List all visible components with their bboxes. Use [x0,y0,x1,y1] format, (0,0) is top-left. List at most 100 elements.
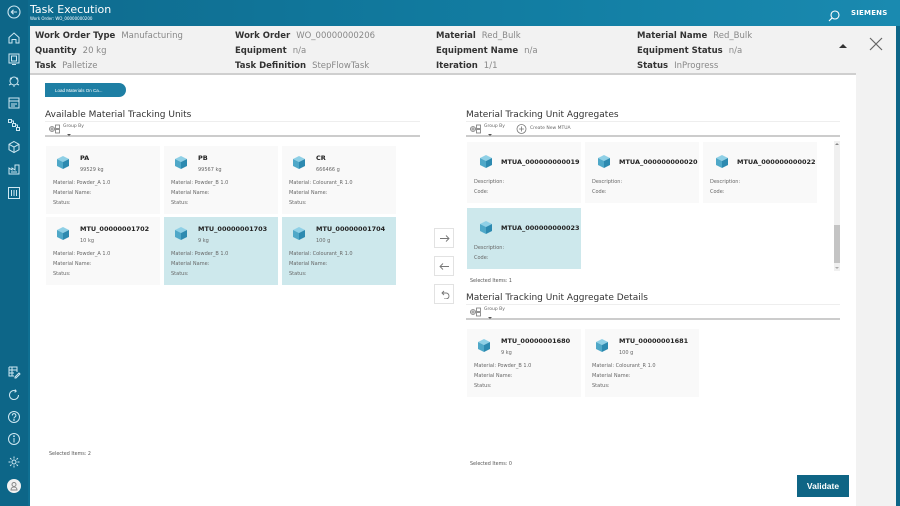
info-material-name: Material Name Red_Bulk [637,31,753,41]
info-status: Status InProgress [637,61,719,71]
work-order-subtitle: Work Order: WO_00000000200 [30,16,93,21]
scrollbar-thumb[interactable] [834,225,840,263]
mtu-card-pa[interactable]: PA 99529 kg Material: Powder_A 1.0 Mater… [46,146,160,214]
scroll-down-icon[interactable] [835,267,839,269]
document-icon[interactable] [7,96,21,110]
chevron-down-icon [67,134,71,136]
materials-icon[interactable] [7,74,21,88]
validate-button[interactable]: Validate [797,475,849,497]
settings-icon[interactable] [7,455,21,469]
arrow-right-icon [439,234,450,242]
arrow-left-icon [438,262,449,270]
aggregate-details-title: Material Tracking Unit Aggregate Details [466,293,648,303]
back-icon[interactable] [7,5,21,19]
group-by-label: Group By [63,124,84,129]
available-selected-count: Selected Items: 2 [49,452,91,457]
mtu-card-1704[interactable]: MTU_00000001704 100 g Material: Colouran… [282,217,396,285]
mtua-card-22[interactable]: MTUA_000000000022 Description: Code: [703,142,817,203]
available-toolbar: Group By [45,121,420,137]
cube-icon [57,156,69,169]
info-work-order: Work Order WO_00000000206 [235,31,376,41]
group-by-label: Group By [484,307,505,312]
app-title: Task Execution [30,3,112,16]
undo-icon [440,290,449,299]
move-left-button[interactable] [434,256,454,276]
info-equipment: Equipment n/a [235,46,307,56]
create-new-mtua-button[interactable]: Create New MTUA [516,124,571,134]
group-by-label: Group By [484,124,505,129]
work-order-icon[interactable] [7,52,21,66]
dashboard-icon[interactable] [7,186,21,200]
plus-circle-icon [516,124,527,134]
aggregates-group-by-button[interactable]: Group By [470,124,505,136]
aggregates-scrollbar[interactable] [834,141,840,271]
cube-icon [480,221,492,234]
cube-icon [175,227,187,240]
info-equipment-name: Equipment Name n/a [436,46,538,56]
info-task: Task Palletize [35,61,98,71]
undo-button[interactable] [434,284,454,304]
siemens-logo: SIEMENS [851,9,888,17]
info-iteration: Iteration 1/1 [436,61,498,71]
home-icon[interactable] [7,31,21,45]
refresh-icon[interactable] [7,388,21,402]
group-by-icon [470,124,481,134]
cube-icon [478,339,490,352]
search-icon[interactable] [828,7,840,22]
details-toolbar: Group By [466,304,840,320]
group-by-icon [49,124,60,134]
content-area: Load Materials On Ca... Available Materi… [30,75,856,506]
sidebar [0,0,28,506]
info-equipment-status: Equipment Status n/a [637,46,743,56]
work-order-info: Work Order Type Manufacturing Quantity 20 … [30,26,856,75]
cube-icon [598,155,610,168]
cube-icon [716,155,728,168]
info-work-order-type: Work Order Type Manufacturing [35,31,183,41]
mtu-card-cr[interactable]: CR 666466 g Material: Colourant_R 1.0 Ma… [282,146,396,214]
detail-card-1680[interactable]: MTU_00000001680 9 kg Material: Powder_B … [467,329,581,397]
table-edit-icon[interactable] [7,365,21,379]
info-task-definition: Task Definition StepFlowTask [235,61,370,71]
load-materials-button[interactable]: Load Materials On Ca... [45,83,126,97]
right-edge [896,26,900,506]
aggregates-toolbar: Group By Create New MTUA [466,121,840,137]
cube-icon [57,227,69,240]
cube-icon [175,156,187,169]
task-panel: Work Order Type Manufacturing Quantity 20 … [30,26,896,506]
info-material: Material Red_Bulk [436,31,521,41]
mtua-card-20[interactable]: MTUA_000000000020 Description: Code: [585,142,699,203]
mtua-card-23[interactable]: MTUA_000000000023 Description: Code: [467,208,581,269]
collapse-up-icon[interactable] [839,34,847,48]
group-by-icon [470,307,481,317]
mtu-card-pb[interactable]: PB 99567 kg Material: Powder_B 1.0 Mater… [164,146,278,214]
mtu-card-1703[interactable]: MTU_00000001703 9 kg Material: Powder_B … [164,217,278,285]
group-by-button[interactable]: Group By [49,124,84,136]
factory-icon[interactable] [7,162,21,176]
move-right-button[interactable] [434,228,454,248]
cube-icon [293,227,305,240]
cube-icon [596,339,608,352]
box-icon[interactable] [7,140,21,154]
help-icon[interactable] [7,410,21,424]
aggregates-title: Material Tracking Unit Aggregates [466,110,619,120]
cube-icon [480,155,492,168]
user-avatar[interactable] [7,479,21,493]
chevron-down-icon [488,317,492,319]
detail-card-1681[interactable]: MTU_00000001681 100 g Material: Colouran… [585,329,699,397]
create-new-label: Create New MTUA [530,126,571,131]
top-bar [0,0,900,26]
mtu-card-1702[interactable]: MTU_00000001702 10 kg Material: Powder_A… [46,217,160,285]
available-mtu-title: Available Material Tracking Units [45,110,192,120]
info-quantity: Quantity 20 kg [35,46,107,56]
flow-icon[interactable] [7,118,21,132]
aggregates-selected-count: Selected Items: 1 [470,279,512,284]
mtua-card-19[interactable]: MTUA_000000000019 Description: Code: [467,142,581,203]
info-divider [30,73,856,75]
info-icon[interactable] [7,432,21,446]
details-selected-count: Selected Items: 0 [470,462,512,467]
close-icon[interactable] [868,36,884,52]
cube-icon [293,156,305,169]
scroll-up-icon[interactable] [835,143,839,145]
chevron-down-icon [488,134,492,136]
details-group-by-button[interactable]: Group By [470,307,505,319]
